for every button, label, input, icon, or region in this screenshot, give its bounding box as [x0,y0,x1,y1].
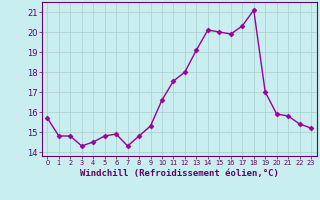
X-axis label: Windchill (Refroidissement éolien,°C): Windchill (Refroidissement éolien,°C) [80,169,279,178]
